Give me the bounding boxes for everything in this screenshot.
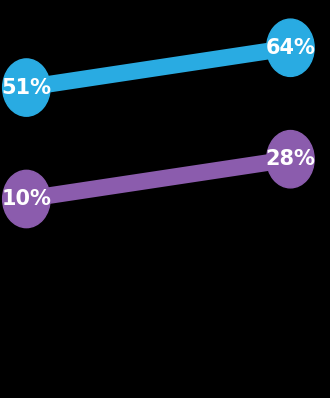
Text: 64%: 64% [265,38,315,58]
Text: 10%: 10% [1,189,51,209]
Circle shape [267,131,314,188]
Circle shape [267,19,314,76]
Circle shape [3,59,50,116]
Text: 28%: 28% [265,149,315,169]
Text: 51%: 51% [1,78,51,98]
Circle shape [3,170,50,228]
